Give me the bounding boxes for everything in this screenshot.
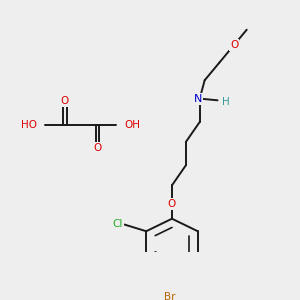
Text: Cl: Cl bbox=[112, 219, 123, 229]
Text: N: N bbox=[194, 94, 202, 103]
Text: O: O bbox=[93, 143, 102, 153]
Text: O: O bbox=[230, 40, 238, 50]
Text: H: H bbox=[222, 97, 229, 107]
Text: O: O bbox=[61, 97, 69, 106]
Text: Br: Br bbox=[164, 292, 176, 300]
Text: OH: OH bbox=[124, 120, 140, 130]
Text: HO: HO bbox=[21, 120, 37, 130]
Text: O: O bbox=[168, 199, 176, 209]
